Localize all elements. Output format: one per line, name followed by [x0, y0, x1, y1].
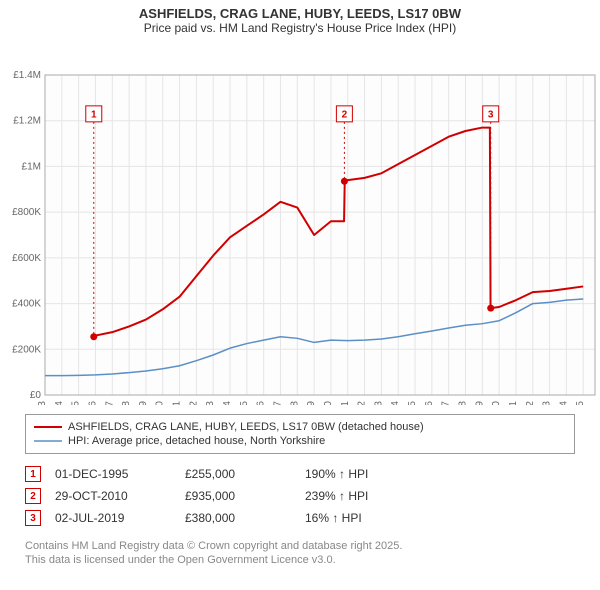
- event-delta: 239% ↑ HPI: [305, 489, 425, 503]
- legend-label-0: ASHFIELDS, CRAG LANE, HUBY, LEEDS, LS17 …: [68, 421, 424, 433]
- event-delta: 16% ↑ HPI: [305, 511, 425, 525]
- svg-text:£600K: £600K: [12, 253, 41, 264]
- svg-text:1993: 1993: [37, 401, 48, 405]
- event-marker: 2: [25, 488, 41, 504]
- svg-text:£400K: £400K: [12, 299, 41, 310]
- svg-text:1995: 1995: [71, 401, 82, 405]
- svg-text:2023: 2023: [542, 401, 553, 405]
- svg-text:2020: 2020: [491, 401, 502, 405]
- events-table: 1 01-DEC-1995 £255,000 190% ↑ HPI 2 29-O…: [25, 466, 575, 526]
- event-marker: 3: [25, 510, 41, 526]
- legend-label-1: HPI: Average price, detached house, Nort…: [68, 435, 325, 447]
- event-date: 01-DEC-1995: [55, 467, 185, 481]
- footnote-line: Contains HM Land Registry data © Crown c…: [25, 540, 575, 552]
- legend: ASHFIELDS, CRAG LANE, HUBY, LEEDS, LS17 …: [25, 414, 575, 454]
- svg-text:2012: 2012: [357, 401, 368, 405]
- event-date: 02-JUL-2019: [55, 511, 185, 525]
- svg-text:£800K: £800K: [12, 207, 41, 218]
- svg-text:£0: £0: [30, 390, 42, 401]
- svg-text:1994: 1994: [54, 401, 65, 405]
- chart-subtitle: Price paid vs. HM Land Registry's House …: [0, 21, 600, 35]
- svg-text:2008: 2008: [289, 401, 300, 405]
- price-chart: £0 £200K £400K £600K £800K £1M £1.2M £1.4M 1993 1…: [0, 35, 600, 405]
- event-price: £255,000: [185, 467, 305, 481]
- svg-text:2005: 2005: [239, 401, 250, 405]
- svg-text:2001: 2001: [172, 401, 183, 405]
- svg-text:2016: 2016: [424, 401, 435, 405]
- svg-text:£1M: £1M: [22, 161, 41, 172]
- svg-text:2014: 2014: [390, 401, 401, 405]
- svg-text:1: 1: [91, 109, 97, 120]
- svg-text:£1.4M: £1.4M: [13, 70, 41, 81]
- svg-text:2017: 2017: [441, 401, 452, 405]
- event-price: £380,000: [185, 511, 305, 525]
- svg-text:2015: 2015: [407, 401, 418, 405]
- svg-text:2025: 2025: [575, 401, 586, 405]
- svg-text:2007: 2007: [272, 401, 283, 405]
- footnote-line: This data is licensed under the Open Gov…: [25, 554, 575, 566]
- svg-text:2019: 2019: [474, 401, 485, 405]
- svg-text:3: 3: [488, 109, 494, 120]
- svg-text:2003: 2003: [205, 401, 216, 405]
- event-price: £935,000: [185, 489, 305, 503]
- svg-text:1996: 1996: [87, 401, 98, 405]
- svg-text:1997: 1997: [104, 401, 115, 405]
- svg-text:2000: 2000: [155, 401, 166, 405]
- event-delta: 190% ↑ HPI: [305, 467, 425, 481]
- svg-text:2004: 2004: [222, 401, 233, 405]
- svg-text:2021: 2021: [508, 401, 519, 405]
- event-date: 29-OCT-2010: [55, 489, 185, 503]
- svg-text:2: 2: [342, 109, 348, 120]
- svg-text:2022: 2022: [525, 401, 536, 405]
- event-marker: 1: [25, 466, 41, 482]
- svg-text:2013: 2013: [373, 401, 384, 405]
- svg-text:£200K: £200K: [12, 344, 41, 355]
- svg-text:1998: 1998: [121, 401, 132, 405]
- svg-text:2018: 2018: [457, 401, 468, 405]
- svg-text:2011: 2011: [340, 401, 351, 405]
- svg-text:£1.2M: £1.2M: [13, 116, 41, 127]
- svg-text:2002: 2002: [188, 401, 199, 405]
- svg-text:2006: 2006: [256, 401, 267, 405]
- svg-text:2009: 2009: [306, 401, 317, 405]
- svg-text:2024: 2024: [558, 401, 569, 405]
- footnotes: Contains HM Land Registry data © Crown c…: [25, 540, 575, 566]
- svg-text:2010: 2010: [323, 401, 334, 405]
- chart-title: ASHFIELDS, CRAG LANE, HUBY, LEEDS, LS17 …: [0, 0, 600, 21]
- svg-text:1999: 1999: [138, 401, 149, 405]
